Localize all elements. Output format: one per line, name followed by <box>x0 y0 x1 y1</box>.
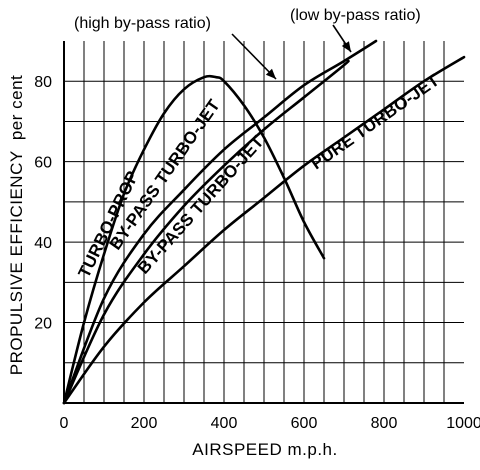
annotation-arrows <box>231 24 352 80</box>
series-lines <box>62 39 466 405</box>
arrow-high-bypass-head <box>265 68 276 79</box>
y-axis-title: PROPULSIVE EFFICIENCY per cent <box>7 75 26 376</box>
series-line-bypass-high-ratio <box>62 59 350 405</box>
series-line-turbo-prop <box>62 74 326 405</box>
series-line-bypass-low-ratio <box>62 39 378 405</box>
plot-frame <box>63 41 464 404</box>
y-tick-label: 60 <box>34 155 52 172</box>
x-tick-label: 1000 <box>446 415 480 432</box>
x-tick-label: 200 <box>131 415 158 432</box>
arrow-low-bypass-head <box>341 41 351 52</box>
y-tick-label: 20 <box>34 316 52 333</box>
series-line-pure-turbojet <box>62 55 466 405</box>
grid <box>64 41 464 403</box>
x-tick-label: 400 <box>211 415 238 432</box>
annotation-low-bypass: (low by-pass ratio) <box>290 7 421 24</box>
tick-labels: 0 200 400 600 800 1000 20 40 60 80 <box>34 74 480 432</box>
x-tick-label: 600 <box>291 415 318 432</box>
x-tick-label: 800 <box>371 415 398 432</box>
x-tick-label: 0 <box>60 415 69 432</box>
y-tick-label: 80 <box>34 74 52 91</box>
arrow-high-bypass <box>231 33 277 80</box>
y-tick-label: 40 <box>34 235 52 252</box>
x-axis-title: AIRSPEED m.p.h. <box>192 440 337 459</box>
annotation-high-bypass: (high by-pass ratio) <box>74 15 211 32</box>
